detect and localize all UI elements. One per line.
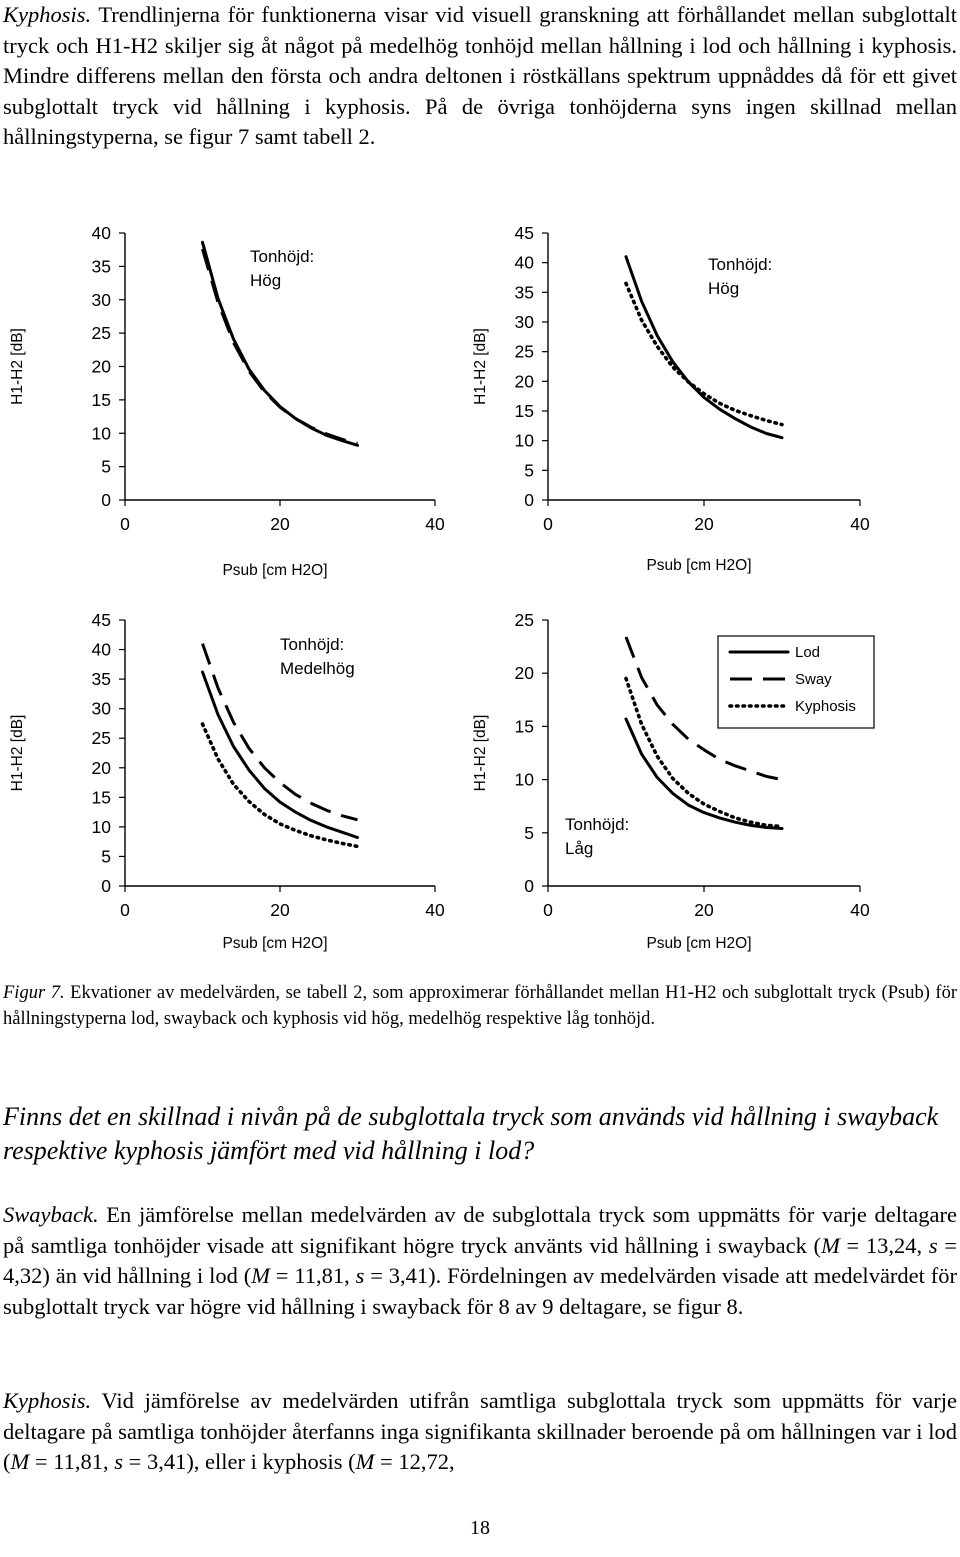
series-line-kyphosis xyxy=(200,722,360,849)
y-tick-label: 10 xyxy=(92,423,112,443)
chart-1: 0 5 10 15 20 25 30 35 40 0 20 40 Psub [cm H2O] H1-H2 … xyxy=(9,223,445,579)
y-axis-label: H1-H2 [dB] xyxy=(472,328,489,405)
y-tick-label: 35 xyxy=(92,669,111,689)
x-tick-label: 20 xyxy=(270,900,290,920)
caption-label: Figur 7. xyxy=(3,983,65,1003)
caption-text: Ekvationer av medelvärden, se tabell 2, … xyxy=(3,983,957,1029)
legend: Lod Sway Kyphosis xyxy=(717,635,875,729)
y-tick-label: 0 xyxy=(101,876,111,896)
series-line-lod xyxy=(624,717,784,830)
y-axis-label: H1-H2 [dB] xyxy=(9,328,26,405)
x-axis-label: Psub [cm H2O] xyxy=(646,557,751,574)
y-tick-label: 45 xyxy=(515,223,534,243)
x-axis-label: Psub [cm H2O] xyxy=(222,562,327,579)
x-tick-label: 0 xyxy=(120,514,130,534)
pitch-annotation: Tonhöjd: xyxy=(565,815,629,834)
x-tick-label: 20 xyxy=(694,514,714,534)
y-tick-label: 20 xyxy=(515,663,535,683)
chart-2: 0 5 10 15 20 25 30 35 40 45 0 20 40 Psub [cm H2O] H1-H… xyxy=(472,223,870,574)
y-tick-label: 5 xyxy=(524,823,534,843)
x-tick-label: 40 xyxy=(850,514,870,534)
y-tick-label: 15 xyxy=(92,390,111,410)
series-line-lod xyxy=(624,255,784,440)
y-tick-label: 20 xyxy=(515,371,535,391)
chart-4: 0 5 10 15 20 25 0 20 40 Psub [cm H2O] H1-H2 [dB] To… xyxy=(472,610,875,952)
x-tick-label: 20 xyxy=(694,900,714,920)
y-tick-label: 0 xyxy=(101,490,111,510)
y-tick-label: 10 xyxy=(515,431,535,451)
y-tick-label: 10 xyxy=(515,770,535,790)
page-number: 18 xyxy=(470,1517,490,1539)
y-tick-label: 45 xyxy=(92,610,111,630)
pitch-annotation: Hög xyxy=(250,271,281,290)
y-tick-label: 25 xyxy=(515,342,534,362)
y-tick-label: 35 xyxy=(92,256,111,276)
x-axis-label: Psub [cm H2O] xyxy=(222,935,327,952)
pitch-annotation: Tonhöjd: xyxy=(708,255,772,274)
series-line-kyphosis xyxy=(624,281,784,427)
x-axis-label: Psub [cm H2O] xyxy=(646,935,751,952)
y-axis-label: H1-H2 [dB] xyxy=(472,715,489,792)
y-tick-label: 0 xyxy=(524,876,534,896)
y-tick-label: 20 xyxy=(92,758,112,778)
x-tick-label: 40 xyxy=(425,514,445,534)
y-tick-label: 25 xyxy=(515,610,534,630)
y-tick-label: 5 xyxy=(101,457,111,477)
x-tick-label: 0 xyxy=(120,900,130,920)
series-line-sway xyxy=(201,643,358,822)
y-axis-label: H1-H2 [dB] xyxy=(9,715,26,792)
y-tick-label: 5 xyxy=(101,846,111,866)
y-tick-label: 30 xyxy=(92,290,112,310)
swayback-lead: Swayback. xyxy=(3,1202,99,1227)
legend-label: Kyphosis xyxy=(795,698,856,715)
y-tick-label: 25 xyxy=(92,323,111,343)
legend-label: Sway xyxy=(795,671,832,688)
y-tick-label: 35 xyxy=(515,282,534,302)
y-tick-label: 40 xyxy=(515,253,535,273)
intro-body: Trendlinjerna för funktionerna visar vid… xyxy=(3,2,957,149)
research-question: Finns det en skillnad i nivån på de subg… xyxy=(3,1102,939,1165)
y-tick-label: 0 xyxy=(524,490,534,510)
series-line-kyphosis xyxy=(624,676,784,829)
series-line-lod xyxy=(201,670,359,839)
kyphosis-paragraph: Kyphosis. Vid jämförelse av medelvärden … xyxy=(3,1388,957,1474)
y-tick-label: 15 xyxy=(515,401,534,421)
x-tick-label: 40 xyxy=(425,900,445,920)
y-tick-label: 15 xyxy=(92,787,111,807)
legend-label: Lod xyxy=(795,644,820,661)
y-tick-label: 5 xyxy=(524,460,534,480)
x-tick-label: 40 xyxy=(850,900,870,920)
x-tick-label: 20 xyxy=(270,514,290,534)
kyphosis-lead: Kyphosis. xyxy=(3,1388,92,1413)
pitch-annotation: Hög xyxy=(708,279,739,298)
x-tick-label: 0 xyxy=(543,514,553,534)
series-line-sway xyxy=(624,636,783,782)
y-tick-label: 20 xyxy=(92,357,112,377)
pitch-annotation: Medelhög xyxy=(280,659,355,678)
y-tick-label: 30 xyxy=(92,699,112,719)
y-tick-label: 30 xyxy=(515,312,535,332)
y-tick-label: 25 xyxy=(92,728,111,748)
y-tick-label: 10 xyxy=(92,817,112,837)
y-tick-label: 40 xyxy=(92,223,112,243)
y-tick-label: 15 xyxy=(515,716,534,736)
pitch-annotation: Låg xyxy=(565,839,593,858)
intro-paragraph: Kyphosis. Trendlinjerna för funktionerna… xyxy=(3,0,957,153)
pitch-annotation: Tonhöjd: xyxy=(280,635,344,654)
pitch-annotation: Tonhöjd: xyxy=(250,247,314,266)
chart-3: 0 5 10 15 20 25 30 35 40 45 0 20 40 Psub [cm H2O] H1-H… xyxy=(9,610,445,952)
figure-7: 0 5 10 15 20 25 30 35 40 0 20 40 Psub [cm H2O] H1-H2 … xyxy=(9,223,875,952)
series-line-sway xyxy=(201,248,358,445)
x-tick-label: 0 xyxy=(543,900,553,920)
swayback-paragraph: Swayback. En jämförelse mellan medelvärd… xyxy=(3,1202,957,1319)
intro-lead: Kyphosis. xyxy=(3,2,92,27)
y-tick-label: 40 xyxy=(92,640,112,660)
figure-caption: Figur 7. Ekvationer av medelvärden, se t… xyxy=(3,980,957,1032)
